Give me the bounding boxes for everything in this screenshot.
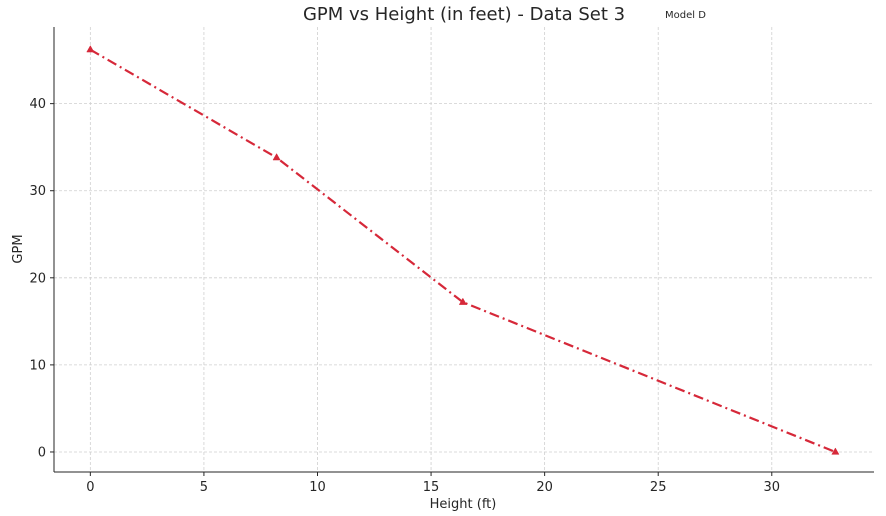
x-tick-label: 20 (536, 480, 553, 495)
y-tick-label: 40 (29, 97, 46, 112)
grid (54, 27, 874, 472)
axes (53, 27, 874, 473)
x-tick-label: 5 (200, 480, 208, 495)
y-tick-label: 30 (29, 184, 46, 199)
data-point-marker (272, 153, 281, 161)
series-group (86, 45, 840, 455)
data-point-marker (86, 45, 95, 53)
ticks: 0 5 10 15 20 25 30 0 10 20 30 40 (29, 97, 780, 495)
data-point-marker (831, 447, 840, 455)
x-tick-label: 0 (86, 480, 94, 495)
chart-title: GPM vs Height (in feet) - Data Set 3 (303, 4, 625, 25)
y-axis-label: GPM (11, 234, 26, 263)
y-tick-label: 0 (38, 445, 46, 460)
y-tick-label: 20 (29, 271, 46, 286)
x-tick-label: 25 (650, 480, 667, 495)
y-tick-label: 10 (29, 358, 46, 373)
x-axis-label: Height (ft) (430, 497, 497, 512)
series-line (89, 48, 836, 453)
x-tick-label: 15 (423, 480, 440, 495)
x-tick-label: 30 (764, 480, 781, 495)
data-point-marker (458, 297, 467, 305)
x-tick-label: 10 (309, 480, 326, 495)
chart-subtitle: Model D (665, 10, 706, 21)
